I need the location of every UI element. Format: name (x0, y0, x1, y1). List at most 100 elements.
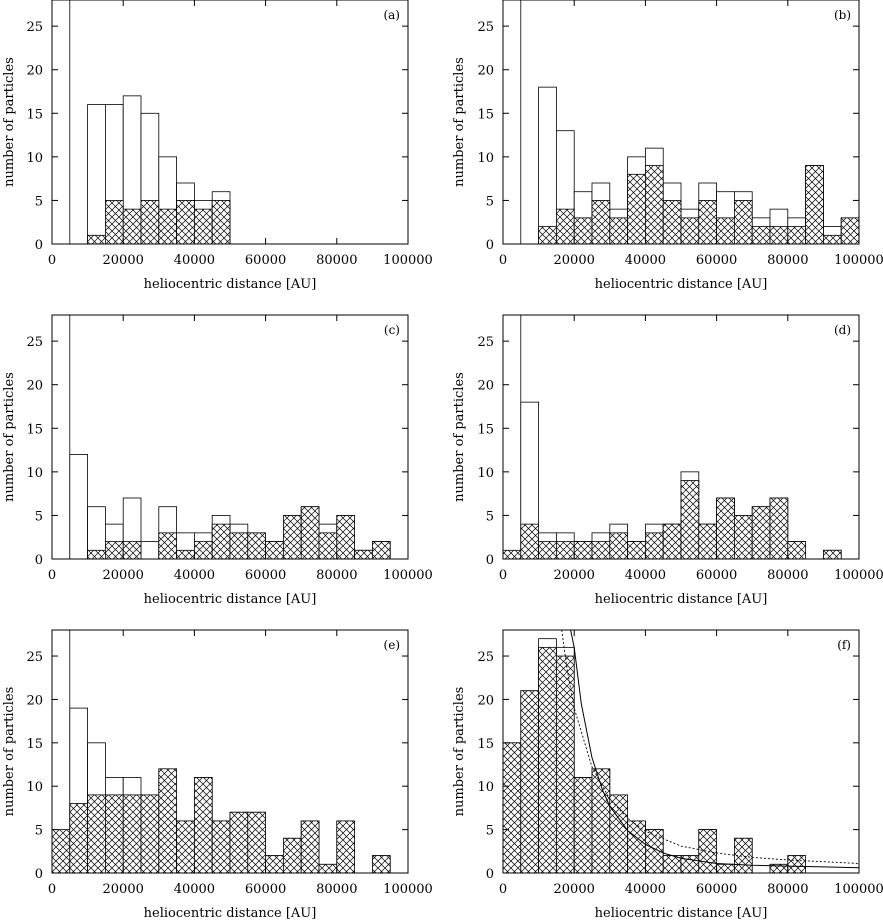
hatched-bar-e (247, 811, 267, 873)
hatched-bar-f (556, 655, 575, 873)
y-tick-label: 10 (477, 466, 494, 481)
hatched-bar-b (573, 217, 593, 244)
panel-e: 0 20000 40000 60000 80000 100000 0 5 10 15 20 25 hel… (2, 629, 433, 921)
x-tick-label: 80000 (767, 253, 808, 268)
x-axis-label: heliocentric distance [AU] (144, 592, 317, 607)
y-axis-label: number of particles (2, 372, 17, 502)
hatched-bar-d (787, 541, 806, 559)
hatched-bar-d (520, 523, 539, 559)
hatched-bar-e (193, 777, 213, 873)
panel-label: (f) (837, 638, 851, 652)
x-axis-label: heliocentric distance [AU] (144, 277, 317, 292)
x-tick-label: 100000 (383, 253, 433, 268)
x-tick-label: 100000 (383, 882, 433, 897)
fit-curve-solid (570, 630, 859, 869)
y-tick-label: 10 (26, 780, 43, 795)
x-tick-label: 60000 (245, 568, 286, 583)
x-tick-label: 100000 (834, 253, 883, 268)
hatched-bar-b (662, 200, 682, 244)
hatched-bar-e (318, 863, 338, 873)
x-axis-label: heliocentric distance [AU] (595, 277, 768, 292)
x-tick-label: 0 (499, 253, 507, 268)
hatched-bar-f (787, 855, 806, 873)
hatched-bar-d (823, 549, 842, 559)
hatched-bar-d (503, 549, 522, 559)
y-tick-label: 25 (477, 335, 494, 350)
x-tick-label: 40000 (625, 253, 666, 268)
hatched-bar-b (627, 173, 646, 244)
y-tick-label: 5 (35, 509, 43, 524)
hatched-bar-c (229, 532, 249, 559)
x-tick-label: 40000 (174, 882, 215, 897)
hatched-bar-e (371, 855, 391, 873)
hatched-bar-e (105, 794, 124, 873)
y-tick-label: 15 (477, 422, 494, 437)
x-tick-label: 20000 (554, 253, 595, 268)
panel-label: (a) (383, 8, 400, 22)
x-tick-label: 40000 (174, 568, 215, 583)
open-bar-b (538, 86, 557, 244)
y-tick-label: 20 (477, 379, 494, 394)
y-tick-label: 5 (486, 824, 494, 839)
x-tick-label: 20000 (103, 568, 144, 583)
y-axis-label: number of particles (2, 57, 17, 187)
hatched-bar-e (140, 794, 160, 873)
y-tick-label: 20 (26, 64, 43, 79)
y-tick-label: 5 (35, 824, 43, 839)
y-axis-label: number of particles (452, 372, 467, 502)
x-tick-label: 80000 (316, 882, 357, 897)
hatched-bar-a (193, 208, 213, 244)
y-tick-label: 20 (477, 64, 494, 79)
hatched-bar-b (680, 217, 700, 244)
y-tick-label: 20 (26, 693, 43, 708)
open-bar-b (503, 0, 522, 244)
panel-b: 0 20000 40000 60000 80000 100000 0 5 10 15 20 25 hel… (452, 0, 883, 292)
hatched-bar-d (734, 515, 753, 559)
hatched-bar-f (503, 742, 522, 873)
x-tick-label: 20000 (554, 568, 595, 583)
hatched-bar-e (69, 803, 89, 873)
hatched-bar-c (87, 549, 106, 559)
hatched-bar-d (716, 497, 735, 559)
hatched-bar-f (573, 777, 593, 873)
y-tick-label: 5 (486, 194, 494, 209)
plot-frame (51, 314, 409, 560)
hatched-bar-d (698, 523, 717, 559)
x-tick-label: 80000 (767, 568, 808, 583)
hatched-bar-f (662, 855, 682, 873)
panel-d: 0 20000 40000 60000 80000 100000 0 5 10 15 20 25 hel… (452, 314, 883, 607)
hatched-bar-c (354, 549, 373, 559)
x-tick-label: 40000 (174, 253, 215, 268)
open-bar-d (520, 401, 539, 559)
y-tick-label: 10 (477, 151, 494, 166)
hatched-bar-b (698, 200, 717, 244)
hatched-bar-c (265, 541, 284, 559)
hatched-bar-b (787, 226, 806, 244)
open-bar-d (503, 315, 522, 559)
hatched-bar-e (52, 829, 71, 873)
y-tick-label: 15 (477, 737, 494, 752)
bars-f (503, 630, 859, 873)
hatched-bar-e (176, 820, 195, 873)
x-tick-label: 60000 (696, 568, 737, 583)
x-tick-label: 80000 (767, 882, 808, 897)
hatched-bar-c (105, 541, 124, 559)
bars-c (52, 315, 391, 559)
x-tick-label: 60000 (245, 882, 286, 897)
y-tick-label: 10 (477, 780, 494, 795)
x-tick-label: 20000 (554, 882, 595, 897)
hatched-bar-b (840, 217, 859, 244)
y-axis-label: number of particles (452, 57, 467, 187)
x-tick-label: 0 (499, 882, 507, 897)
plot-frame (51, 0, 409, 245)
x-axis-label: heliocentric distance [AU] (595, 592, 768, 607)
plot-frame (502, 0, 860, 245)
bars-e (52, 630, 391, 873)
hatched-bar-c (318, 532, 338, 559)
y-tick-label: 25 (26, 20, 43, 35)
y-tick-label: 0 (486, 238, 494, 253)
hatched-bar-d (662, 523, 682, 559)
panel-label: (d) (834, 323, 851, 337)
hatched-bar-b (645, 165, 664, 244)
hatched-bar-d (609, 532, 628, 559)
